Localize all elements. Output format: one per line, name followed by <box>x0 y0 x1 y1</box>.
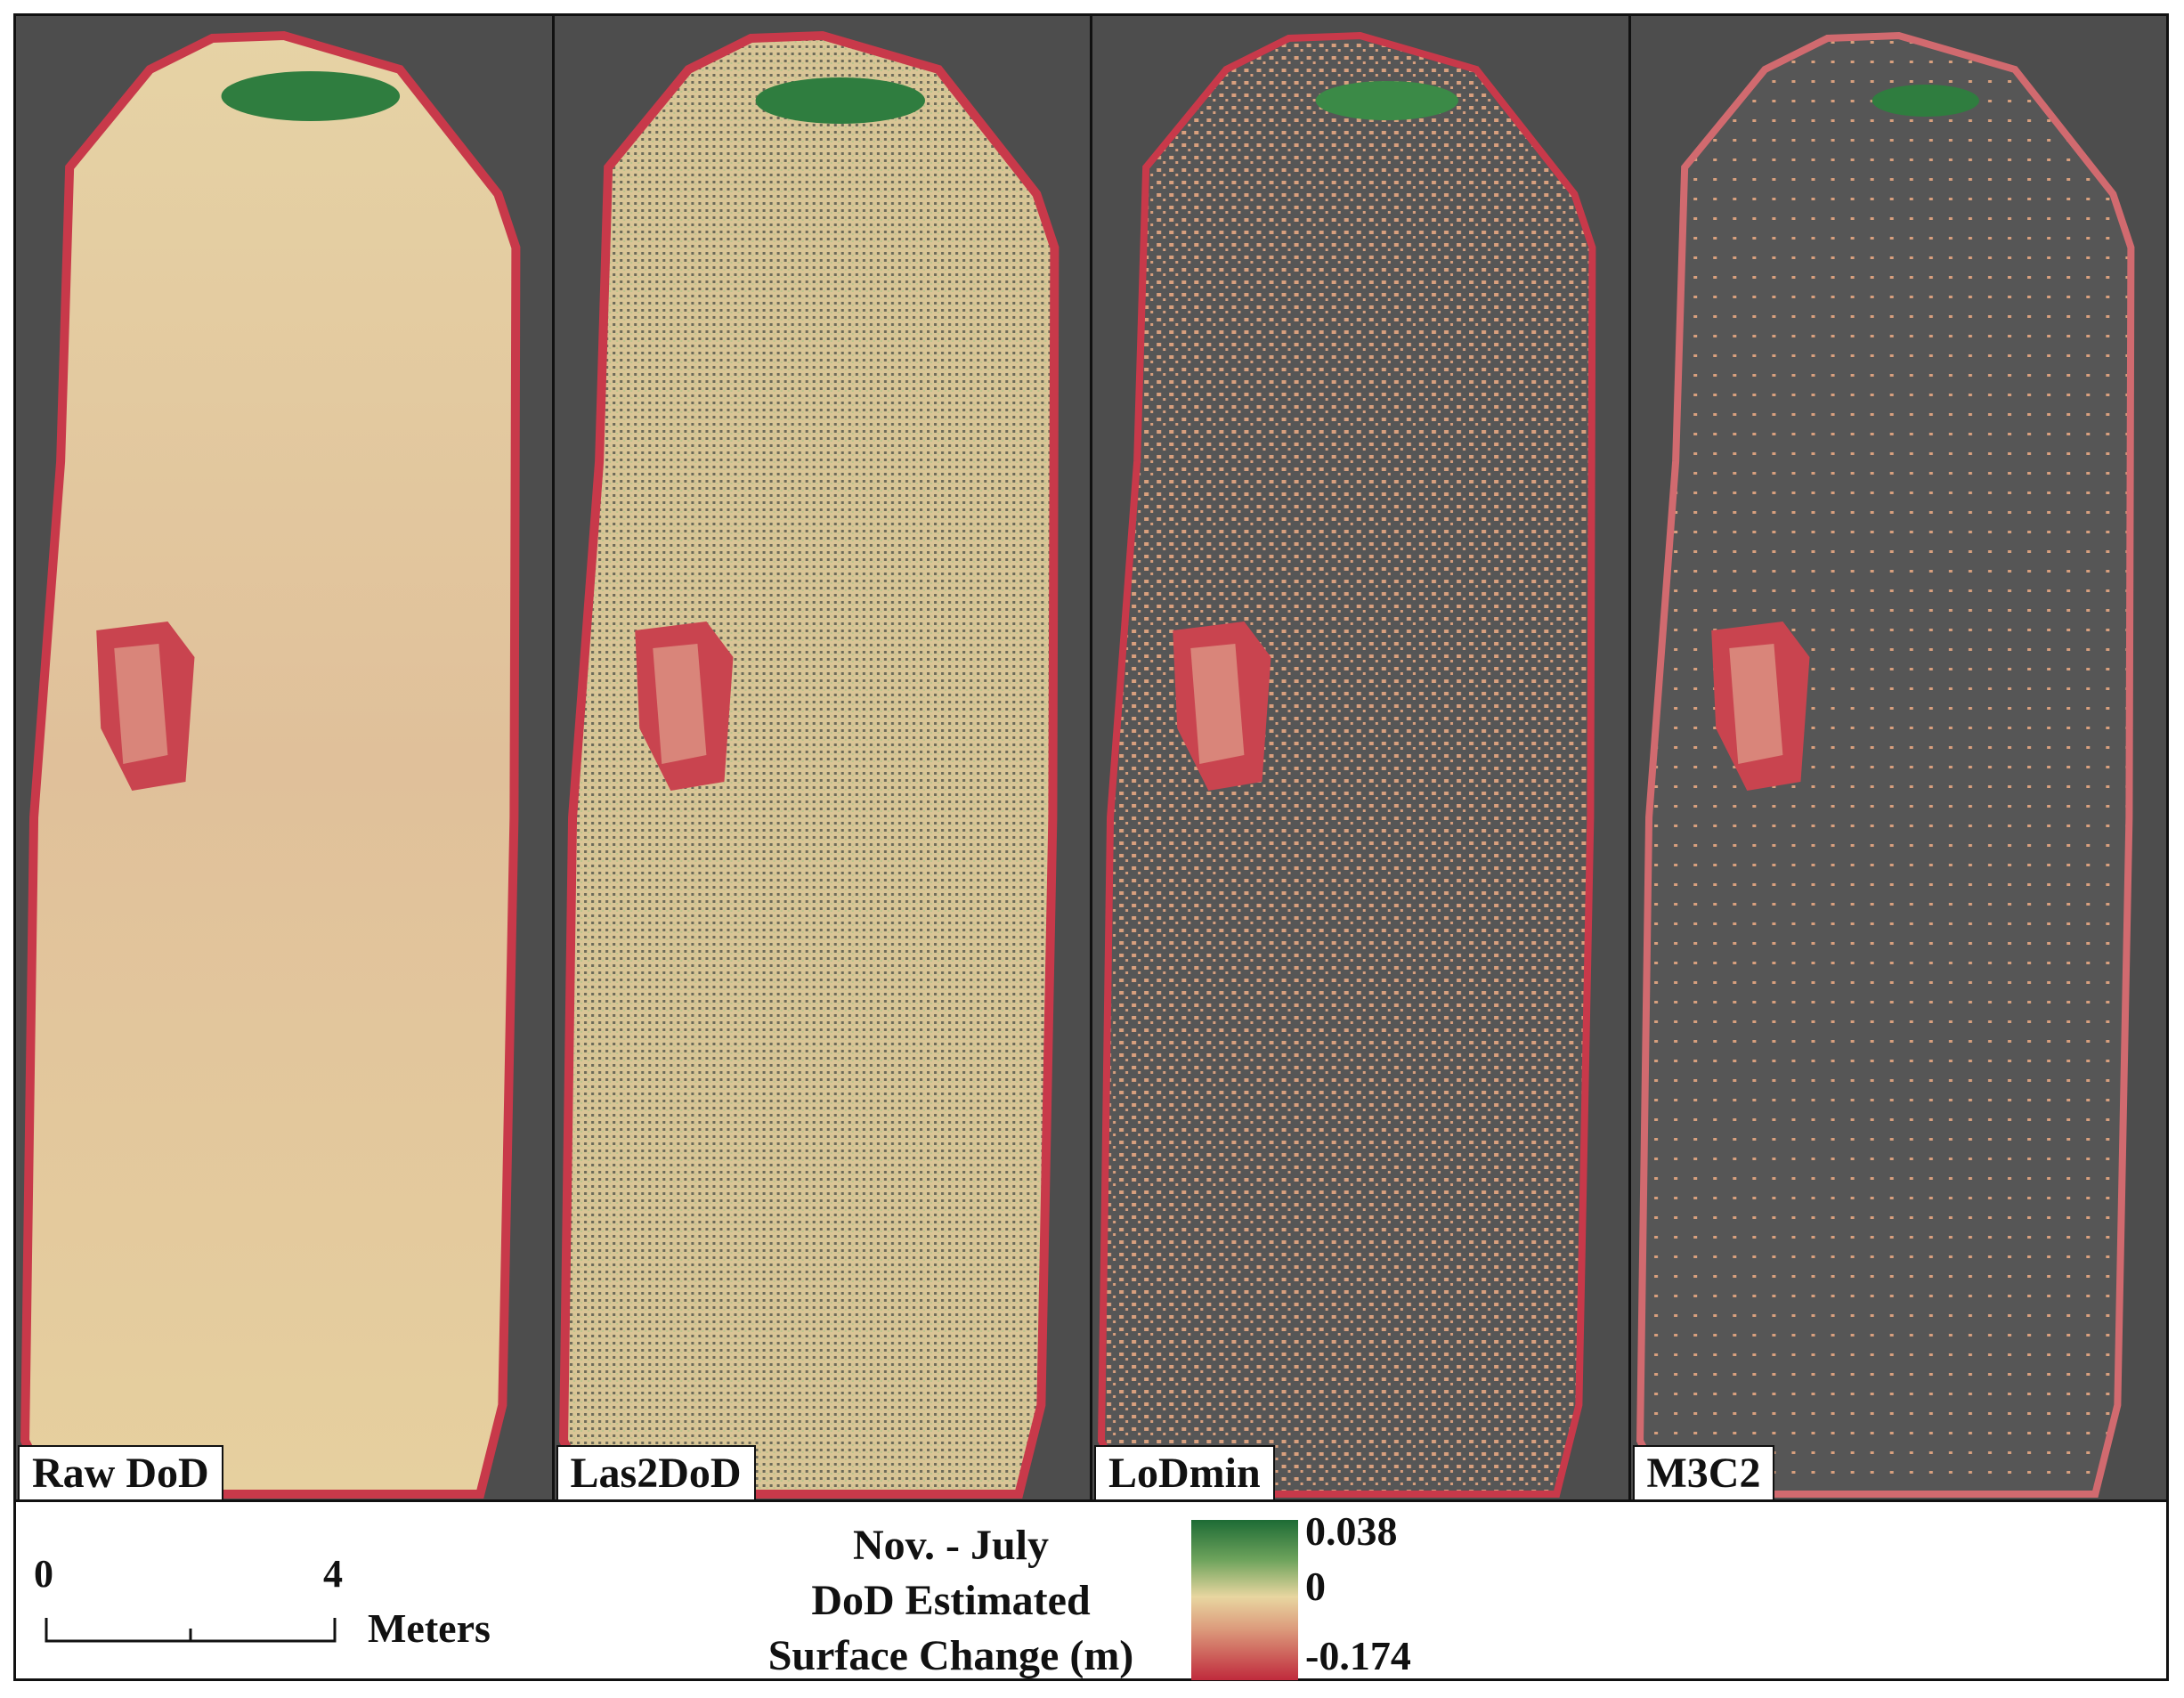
legend-title-line: Nov. - July <box>852 1522 1050 1569</box>
lodmin-map <box>1098 31 1596 1498</box>
m3c2-map <box>1636 31 2134 1498</box>
legend-title: Nov. - July DoD Estimated Surface Change… <box>746 1518 1156 1684</box>
scale-unit: Meters <box>368 1605 491 1651</box>
legend: 0 4 Meters Nov. - July DoD Estimated Sur… <box>16 1502 2166 1680</box>
map-panel-m3c2: M3C2 <box>1630 16 2166 1499</box>
panel-label: Raw DoD <box>18 1445 223 1499</box>
map-panel-raw-dod: Raw DoD <box>16 16 555 1499</box>
map-panels: Raw DoD Las2DoD <box>16 16 2166 1502</box>
raw-dod-map <box>20 30 521 1499</box>
panel-label: LoDmin <box>1094 1445 1275 1499</box>
legend-title-line: DoD Estimated <box>811 1577 1091 1624</box>
scale-bar <box>45 1618 337 1643</box>
legend-title-line: Surface Change (m) <box>767 1632 1134 1679</box>
ramp-max-label: 0.038 <box>1305 1508 1398 1554</box>
ramp-min-label: -0.174 <box>1305 1633 1411 1678</box>
scale-end-label: 4 <box>323 1552 343 1596</box>
color-ramp <box>1191 1520 1298 1680</box>
las2dod-map <box>558 30 1059 1499</box>
ramp-mid-label: 0 <box>1305 1564 1326 1609</box>
panel-label: Las2DoD <box>556 1445 756 1499</box>
map-panel-las2dod: Las2DoD <box>554 16 1092 1499</box>
panel-label: M3C2 <box>1632 1445 1775 1499</box>
map-panel-lodmin: LoDmin <box>1092 16 1631 1499</box>
scale-start-label: 0 <box>34 1552 53 1596</box>
figure-frame: Raw DoD Las2DoD <box>13 13 2169 1681</box>
